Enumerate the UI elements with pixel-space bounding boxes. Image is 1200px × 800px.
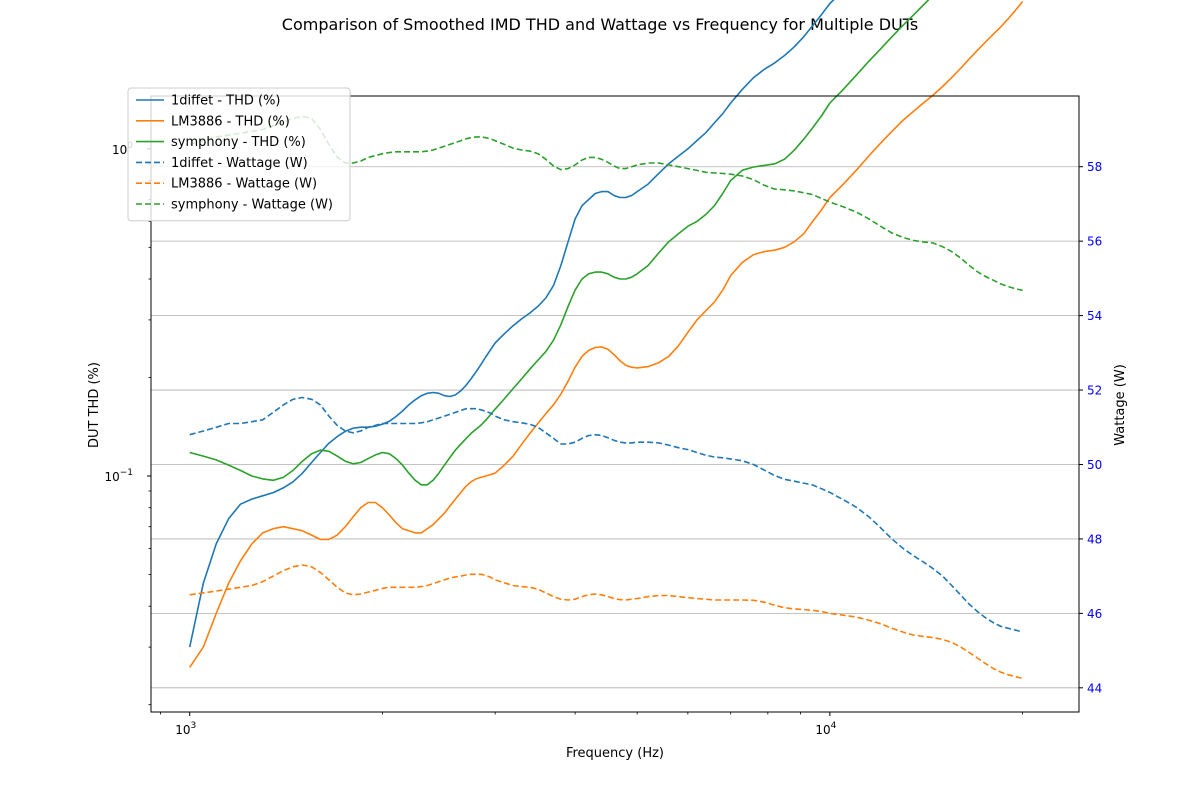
y2-axis-label: Wattage (W) xyxy=(1113,364,1128,446)
y2-tick-label: 50 xyxy=(1087,458,1102,472)
series-line-1diffet-wattage-w xyxy=(189,396,1023,633)
y2-tick-label: 52 xyxy=(1087,384,1102,398)
legend-box xyxy=(127,87,351,222)
y2-tick-label: 58 xyxy=(1087,160,1102,174)
y2-tick-label: 44 xyxy=(1087,681,1102,695)
y2-tick-label: 46 xyxy=(1087,607,1102,621)
legend-label: 1diffet - Wattage (W) xyxy=(171,156,308,171)
chart-title: Comparison of Smoothed IMD THD and Watta… xyxy=(282,15,918,34)
legend-label: 1diffet - THD (%) xyxy=(171,94,281,109)
plot-frame xyxy=(150,95,1080,713)
y2-tick-label: 54 xyxy=(1087,309,1102,323)
y2-tick-label: 56 xyxy=(1087,235,1102,249)
series-line-lm3886-thd xyxy=(189,0,1024,668)
y-tick-exponent: −1 xyxy=(120,468,133,478)
legend-label: LM3886 - THD (%) xyxy=(171,114,290,129)
x-axis-label: Frequency (Hz) xyxy=(566,746,664,761)
legend-label: symphony - Wattage (W) xyxy=(171,198,333,213)
y2-tick-label: 48 xyxy=(1087,532,1102,546)
series-line-1diffet-thd xyxy=(188,0,835,648)
x-tick-exponent: 3 xyxy=(190,721,196,731)
series-line-lm3886-wattage-w xyxy=(189,564,1023,680)
series-line-symphony-thd xyxy=(189,0,930,486)
series-layer xyxy=(188,0,1024,680)
series-line-symphony-wattage-w xyxy=(189,115,1023,292)
legend-label: symphony - THD (%) xyxy=(171,135,306,150)
y-axis-label: DUT THD (%) xyxy=(87,362,102,448)
legend: 1diffet - THD (%) LM3886 - THD (%) symphon… xyxy=(127,87,351,222)
legend-label: LM3886 - Wattage (W) xyxy=(171,177,317,192)
x-tick-exponent: 4 xyxy=(831,721,837,731)
